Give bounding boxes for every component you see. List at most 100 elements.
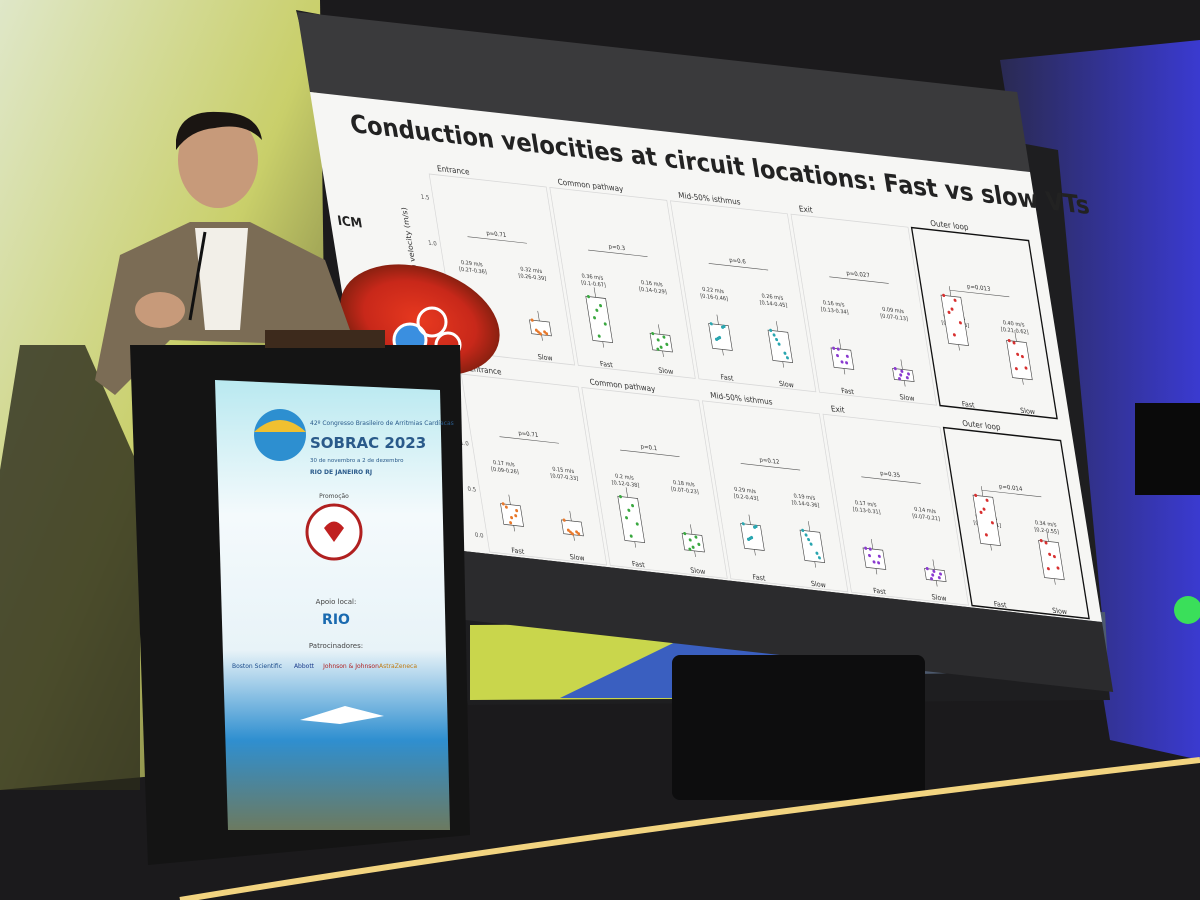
panel-frame	[822, 413, 969, 606]
median-label: 0.18 m/s	[673, 480, 696, 489]
data-dot	[979, 510, 983, 515]
iqr-label: [0.2-0.55]	[1034, 527, 1059, 536]
panel-frame	[460, 373, 608, 566]
iqr-label: [0.16-0.46]	[700, 293, 729, 302]
data-dot	[515, 508, 519, 513]
podium-poster	[215, 380, 450, 830]
iqr-label: [0.07-0.23]	[671, 487, 700, 496]
panel-frame	[790, 213, 937, 406]
iqr-label: [0.12-0.38]	[611, 480, 640, 489]
p-value: p=0.6	[729, 258, 747, 266]
data-dot	[662, 335, 666, 339]
p-value: p=0.3	[608, 244, 626, 252]
data-dot	[868, 553, 871, 558]
data-dot	[562, 518, 566, 522]
data-dot	[804, 533, 808, 537]
median-label: 0.34 m/s	[1034, 520, 1057, 529]
sponsor-logo: Johnson & Johnson	[322, 663, 379, 670]
box	[767, 329, 794, 364]
x-tick-label: Fast	[961, 400, 975, 410]
iqr-label: [0.07-0.33]	[550, 473, 579, 482]
p-value: p=0.027	[846, 271, 871, 280]
data-dot	[697, 542, 701, 547]
data-dot	[958, 321, 962, 325]
data-dot	[627, 508, 631, 512]
data-dot	[625, 516, 628, 520]
p-bracket	[708, 263, 769, 271]
median-label: 0.15 m/s	[552, 466, 575, 475]
data-dot	[898, 377, 902, 381]
x-tick-label: Fast	[511, 546, 525, 556]
p-bracket	[499, 436, 559, 444]
data-dot	[543, 330, 547, 334]
shadow	[0, 345, 140, 790]
sponsor-logo: Boston Scientific	[232, 663, 282, 670]
x-tick-label: Fast	[873, 586, 887, 596]
promo-label: Promoção	[319, 493, 349, 500]
panel-frame	[549, 186, 696, 379]
data-dot	[1046, 567, 1050, 571]
data-dot	[952, 333, 956, 337]
data-dot	[753, 525, 756, 529]
data-dot	[1056, 566, 1060, 570]
data-dot	[694, 535, 698, 539]
data-dot	[932, 569, 936, 573]
event-city: RIO DE JANEIRO RJ	[310, 469, 372, 476]
x-tick-label: Slow	[810, 580, 827, 590]
data-dot	[817, 556, 821, 560]
data-dot	[659, 345, 663, 349]
median-label: 0.32 m/s	[520, 266, 543, 275]
data-dot	[974, 493, 978, 498]
data-dot	[872, 560, 876, 564]
x-tick-label: Slow	[931, 593, 948, 603]
p-bracket	[588, 249, 648, 257]
data-dot	[691, 545, 695, 549]
box	[649, 332, 673, 353]
x-tick-label: Fast	[841, 386, 855, 396]
data-dot	[595, 308, 599, 312]
data-dot	[665, 342, 669, 347]
podium-top	[265, 330, 385, 348]
speaker-hand	[135, 292, 185, 328]
data-dot	[575, 530, 579, 534]
slide-header	[297, 12, 1031, 173]
data-dot	[930, 577, 934, 581]
box	[892, 367, 915, 382]
x-tick-label: Fast	[599, 360, 613, 370]
data-dot	[990, 521, 994, 525]
data-dot	[985, 498, 989, 502]
slide-bottom-band	[381, 542, 1114, 693]
p-value: p=0.1	[640, 444, 658, 452]
y-tick-label: 1.0	[428, 240, 438, 247]
data-dot	[1048, 552, 1052, 556]
data-dot	[801, 528, 805, 533]
event-logo	[254, 409, 306, 461]
microphone	[188, 231, 207, 321]
data-dot	[1039, 539, 1043, 543]
data-dot	[907, 372, 910, 376]
x-tick-label: Slow	[778, 380, 795, 390]
data-dot	[931, 573, 935, 577]
panel-frame	[428, 173, 576, 366]
data-dot	[587, 294, 590, 299]
data-dot	[845, 361, 849, 365]
data-dot	[832, 346, 836, 350]
poster-text: 42º Congresso Brasileiro de Arritmias Ca…	[232, 420, 454, 670]
data-dot	[688, 538, 692, 542]
y-tick-label: 1.0	[460, 440, 470, 447]
data-dot	[1016, 352, 1020, 356]
data-dot	[514, 514, 518, 518]
median-label: 0.19 m/s	[793, 493, 816, 502]
data-dot	[683, 531, 687, 536]
data-dot	[714, 337, 718, 342]
data-dot	[635, 522, 639, 526]
iqr-label: [0.26-0.39]	[518, 273, 547, 282]
data-dot	[777, 342, 781, 346]
x-tick-label: Slow	[690, 566, 707, 576]
p-bracket	[467, 236, 527, 244]
iqr-label: [0.07-0.21]	[912, 513, 941, 522]
x-tick-label: Slow	[569, 553, 586, 563]
data-dot	[836, 347, 840, 351]
box	[862, 547, 887, 570]
data-dot	[656, 347, 660, 351]
